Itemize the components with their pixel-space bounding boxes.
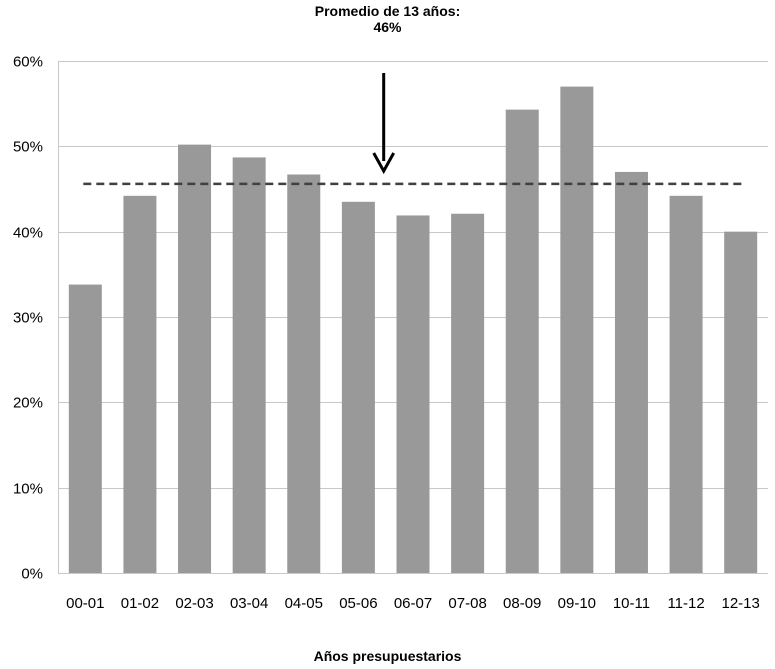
y-tick-label: 50%: [13, 139, 43, 156]
x-tick-label: 12-13: [722, 595, 760, 612]
x-tick-label: 03-04: [230, 595, 268, 612]
arrow-head: [372, 152, 396, 175]
y-tick-label: 20%: [13, 395, 43, 412]
bar: [505, 109, 539, 573]
x-tick-label: 11-12: [667, 595, 704, 612]
bar: [724, 231, 758, 573]
bar: [669, 195, 703, 573]
annotation-line2: 46%: [373, 19, 402, 35]
x-tick-labels: 00-01 01-02 02-03 03-04 04-05 05-06 06-07 07-08…: [66, 595, 760, 612]
y-tick-labels: 0% 10% 20% 30% 40% 50% 60%: [13, 54, 43, 583]
x-tick-label: 10-11: [613, 595, 650, 612]
y-tick-label: 40%: [13, 225, 43, 242]
gridlines: [58, 61, 768, 574]
x-tick-label: 01-02: [121, 595, 159, 612]
x-tick-label: 04-05: [285, 595, 323, 612]
bar: [287, 174, 321, 573]
x-axis-label: Años presupuestarios: [313, 648, 462, 664]
bar: [560, 86, 594, 573]
x-tick-label: 05-06: [339, 595, 377, 612]
average-overlay: [83, 73, 743, 186]
x-tick-label: 02-03: [175, 595, 213, 612]
bar: [341, 201, 375, 574]
bar: [68, 284, 102, 573]
bar: [451, 213, 485, 573]
y-tick-label: 0%: [21, 566, 43, 583]
bar: [178, 144, 212, 574]
bar: [232, 157, 266, 573]
x-tick-label: 06-07: [394, 595, 432, 612]
bars: [68, 86, 758, 574]
bar: [123, 195, 157, 573]
x-tick-label: 09-10: [558, 595, 596, 612]
x-tick-label: 08-09: [503, 595, 541, 612]
bar: [396, 215, 430, 573]
y-tick-label: 60%: [13, 54, 43, 71]
x-tick-label: 00-01: [66, 595, 104, 612]
annotation-line1: Promedio de 13 años:: [314, 3, 461, 19]
bar: [614, 171, 648, 573]
y-tick-label: 30%: [13, 310, 43, 327]
x-tick-label: 07-08: [448, 595, 486, 612]
y-tick-label: 10%: [13, 481, 43, 498]
